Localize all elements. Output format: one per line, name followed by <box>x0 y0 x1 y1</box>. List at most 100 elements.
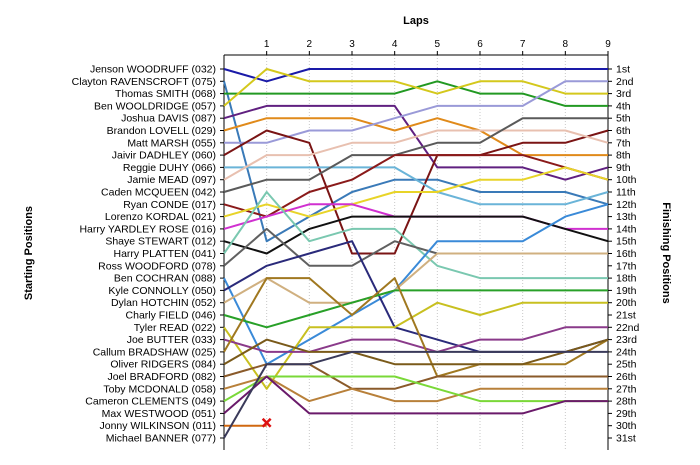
lap-tick-label: 1 <box>264 39 270 50</box>
finish-position-label: 15th <box>616 236 637 248</box>
driver-position-line <box>223 117 608 193</box>
finish-position-label: 27th <box>616 383 637 395</box>
driver-name-label: Lorenzo KORDAL (021) <box>105 211 216 223</box>
series-lines <box>223 68 609 439</box>
driver-name-label: Michael BANNER (077) <box>106 433 216 445</box>
driver-name-label: Max WESTWOOD (051) <box>102 408 216 420</box>
finish-position-label: 30th <box>616 420 637 432</box>
driver-name-label: Brandon LOVELL (029) <box>107 125 216 137</box>
driver-name-label: Jamie MEAD (097) <box>127 174 216 186</box>
driver-name-label: Reggie DUHY (066) <box>123 162 216 174</box>
driver-position-line <box>223 289 608 329</box>
driver-position-line <box>223 129 609 181</box>
driver-position-line <box>223 375 608 403</box>
driver-name-label: Clayton RAVENSCROFT (075) <box>72 76 216 88</box>
finish-position-label: 13th <box>616 211 637 223</box>
driver-name-label: Shaye STEWART (012) <box>105 236 216 248</box>
driver-position-line <box>223 203 609 366</box>
finish-position-label: 20th <box>616 297 637 309</box>
lap-tick-label: 8 <box>563 39 569 50</box>
x-axis-title: Laps <box>403 15 429 27</box>
driver-name-label: Toby MCDONALD (058) <box>103 383 216 395</box>
driver-position-line <box>223 129 609 255</box>
driver-name-label: Kyle CONNOLLY (050) <box>108 285 216 297</box>
driver-name-label: Joel BRADFORD (082) <box>107 371 216 383</box>
driver-position-line <box>223 240 609 353</box>
finish-position-label: 19th <box>616 285 637 297</box>
driver-name-label: Jenson WOODRUFF (032) <box>90 64 216 76</box>
driver-name-label: Ben COCHRAN (088) <box>114 273 216 285</box>
finish-position-label: 3rd <box>616 88 631 100</box>
axes: 1 2 3 4 5 6 7 8 9 <box>220 39 612 450</box>
finish-position-label: 2nd <box>616 76 634 88</box>
driver-position-line <box>223 277 609 378</box>
driver-position-line <box>223 375 608 415</box>
driver-position-line <box>223 301 608 390</box>
driver-position-line <box>223 68 608 83</box>
driver-name-label: Cameron CLEMENTS (049) <box>85 396 216 408</box>
driver-name-label: Oliver RIDGERS (084) <box>110 359 216 371</box>
driver-name-label: Dylan HOTCHIN (052) <box>111 297 216 309</box>
driver-position-line <box>223 375 608 403</box>
driver-position-line <box>223 326 608 353</box>
finish-position-label: 10th <box>616 174 637 186</box>
driver-name-label: Harry YARDLEY ROSE (016) <box>79 223 216 235</box>
y-left-axis-title: Starting Positions <box>23 206 35 300</box>
driver-position-line <box>224 166 609 206</box>
finish-position-label: 4th <box>616 100 631 112</box>
finish-position-label: 5th <box>616 113 631 125</box>
driver-name-label: Jonny WILKINSON (011) <box>99 420 216 432</box>
driver-position-line <box>223 68 608 107</box>
driver-position-line <box>223 350 608 439</box>
driver-position-line <box>223 252 608 304</box>
finish-position-label: 28th <box>616 396 637 408</box>
finish-position-label: 16th <box>616 248 637 260</box>
finish-position-label: 1st <box>616 64 630 76</box>
finish-position-label: 23rd <box>616 334 637 346</box>
finish-position-label: 18th <box>616 273 637 285</box>
finish-position-label: 8th <box>616 150 631 162</box>
finish-position-label: 22nd <box>616 322 640 334</box>
driver-name-label: Caden MCQUEEN (042) <box>101 187 216 199</box>
finish-position-label: 21st <box>616 310 636 322</box>
lap-tick-label: 3 <box>349 39 355 50</box>
finish-position-label: 24th <box>616 346 637 358</box>
driver-position-line <box>223 154 609 218</box>
finish-position-label: 26th <box>616 371 637 383</box>
driver-position-line <box>223 227 608 267</box>
finish-position-label: 29th <box>616 408 637 420</box>
lap-tick-label: 4 <box>392 39 398 50</box>
driver-name-label: Joe BUTTER (033) <box>127 334 216 346</box>
driver-position-line <box>223 215 609 255</box>
driver-name-label: Joshua DAVIS (087) <box>121 113 216 125</box>
driver-name-label: Harry PLATTEN (041) <box>114 248 217 260</box>
lap-tick-label: 2 <box>307 39 313 50</box>
driver-name-label: Thomas SMITH (068) <box>115 88 216 100</box>
driver-name-label: Callum BRADSHAW (025) <box>93 346 216 358</box>
driver-position-line <box>224 80 608 107</box>
y-right-axis-title: Finishing Positions <box>660 202 672 303</box>
driver-position-line <box>223 117 608 157</box>
finish-position-label: 31st <box>616 433 636 445</box>
driver-name-label: Ross WOODFORD (078) <box>98 260 216 272</box>
labels: 1st2nd3rd4th5th6th7th8th9th10th11th12th1… <box>72 64 640 445</box>
driver-name-label: Matt MARSH (055) <box>127 137 216 149</box>
finish-position-label: 6th <box>616 125 631 137</box>
driver-name-label: Charly FIELD (046) <box>126 310 216 322</box>
lap-tick-label: 6 <box>477 39 483 50</box>
driver-name-label: Tyler READ (022) <box>134 322 216 334</box>
lap-tick-label: 9 <box>605 39 611 50</box>
retired-marker-icon <box>261 417 272 428</box>
lap-tick-label: 5 <box>435 39 441 50</box>
finish-position-label: 11th <box>616 187 636 199</box>
finish-position-label: 14th <box>616 223 637 235</box>
finish-position-label: 9th <box>616 162 631 174</box>
driver-position-line <box>223 338 609 366</box>
finish-position-label: 7th <box>616 137 631 149</box>
finish-position-label: 17th <box>616 260 637 272</box>
lap-tick-label: 7 <box>520 39 526 50</box>
driver-position-line <box>224 80 608 144</box>
finish-position-label: 12th <box>616 199 637 211</box>
driver-name-label: Ryan CONDE (017) <box>123 199 216 211</box>
